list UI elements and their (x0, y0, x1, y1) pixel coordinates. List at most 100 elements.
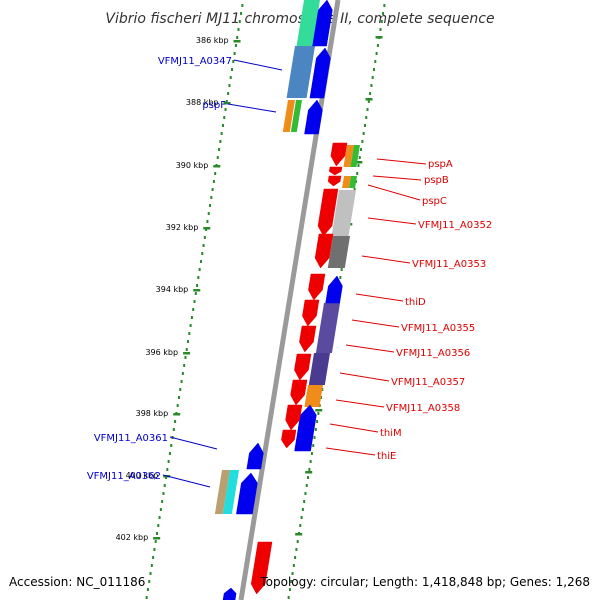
kbp-label: 402 kbp (116, 533, 149, 542)
scale-dot-right (307, 476, 310, 479)
scale-dot-right (288, 588, 291, 591)
kbp-tick (153, 537, 161, 540)
kbp-label: 392 kbp (166, 223, 199, 232)
scale-dot-right (382, 12, 385, 15)
gene-label-thiD[interactable]: thiD (405, 297, 426, 308)
scale-dot-left (163, 484, 166, 487)
scale-dot-right (374, 60, 377, 63)
reverse-gene-arrow (302, 299, 320, 327)
scale-dot-right (373, 68, 376, 71)
gene-label-VFMJ11_A0357[interactable]: VFMJ11_A0357 (391, 377, 465, 388)
scale-dot-right (369, 92, 372, 95)
reverse-gene-arrow (281, 429, 297, 449)
scale-dot-left (210, 196, 213, 199)
gene-label-VFMJ11_A0352[interactable]: VFMJ11_A0352 (418, 220, 492, 231)
gene-label-VFMJ11_A0361[interactable]: VFMJ11_A0361 (94, 433, 168, 444)
scale-dot-left (221, 124, 224, 127)
scale-dot-right (312, 444, 315, 447)
scale-dot-left (146, 588, 149, 591)
kbp-label: 388 kbp (186, 98, 219, 107)
scale-dot-left (233, 52, 236, 55)
kbp-tick (233, 40, 241, 43)
scale-dot-left (161, 500, 164, 503)
scale-dot-right (370, 84, 373, 87)
gene-label-pspA[interactable]: pspA (428, 159, 453, 170)
kbp-tick (193, 289, 201, 292)
feature-bar (304, 385, 323, 407)
scale-dot-left (231, 68, 234, 71)
scale-dot-right (360, 148, 363, 151)
scale-dot-right (317, 412, 320, 415)
kbp-tick (295, 533, 303, 536)
leader-line (162, 474, 211, 488)
forward-gene-arrow (294, 404, 317, 452)
scale-dots (145, 4, 386, 599)
leader-line (227, 103, 277, 113)
scale-dot-right (363, 124, 366, 127)
scale-dot-left (167, 460, 170, 463)
gene-arrows (222, 0, 348, 600)
kbp-tick (203, 227, 211, 230)
scale-dot-left (207, 212, 210, 215)
gene-label-pspB[interactable]: pspB (424, 175, 449, 186)
scale-dot-right (383, 4, 386, 7)
leader-line (233, 59, 283, 71)
scale-dot-left (229, 76, 232, 79)
gene-label-thiM[interactable]: thiM (380, 428, 402, 439)
forward-gene-arrow (325, 275, 343, 304)
scale-dot-right (357, 164, 360, 167)
scale-dot-left (216, 156, 219, 159)
gene-label-VFMJ11_A0355[interactable]: VFMJ11_A0355 (401, 323, 475, 334)
kbp-tick (183, 352, 191, 355)
feature-bar (331, 190, 356, 238)
gene-label-thiE[interactable]: thiE (377, 451, 396, 462)
scale-dot-left (196, 284, 199, 287)
leader-line (339, 372, 390, 382)
reverse-gene-arrow (314, 233, 334, 269)
scale-dot-right (361, 140, 364, 143)
scale-dot-right (291, 572, 294, 575)
gene-label-pspC[interactable]: pspC (422, 196, 447, 207)
scale-dot-right (301, 508, 304, 511)
scale-dot-left (185, 348, 188, 351)
kbp-tick (173, 413, 181, 416)
gene-label-VFMJ11_A0353[interactable]: VFMJ11_A0353 (412, 259, 486, 270)
feature-bar (343, 145, 354, 167)
scale-dot-left (214, 172, 217, 175)
reverse-gene-arrow (329, 166, 343, 176)
scale-dot-left (188, 332, 191, 335)
scale-dot-right (290, 580, 293, 583)
scale-dot-right (300, 516, 303, 519)
scale-dot-left (166, 468, 169, 471)
kbp-label: 390 kbp (176, 161, 209, 170)
scale-dot-right (299, 524, 302, 527)
scale-dot-right (340, 268, 343, 271)
gene-label-pspF[interactable]: pspF (202, 100, 226, 111)
scale-dot-left (154, 540, 157, 543)
feature-bar (286, 46, 315, 98)
scale-dot-left (232, 60, 235, 63)
gene-label-VFMJ11_A0356[interactable]: VFMJ11_A0356 (396, 348, 470, 359)
scale-dot-left (209, 204, 212, 207)
scale-dot-left (192, 308, 195, 311)
gene-label-VFMJ11_A0358[interactable]: VFMJ11_A0358 (386, 403, 460, 414)
scale-dot-right (339, 276, 342, 279)
scale-dot-left (155, 532, 158, 535)
kbp-tick (365, 98, 373, 101)
scale-dot-left (180, 380, 183, 383)
leader-line (325, 447, 376, 456)
scale-dot-left (168, 452, 171, 455)
scale-dot-right (309, 460, 312, 463)
scale-dot-left (228, 84, 231, 87)
scale-dot-left (150, 564, 153, 567)
gene-labels: VFMJ11_A0347 pspF VFMJ11_A0361 VFMJ11_A0… (87, 56, 492, 482)
kbp-label: 400 kbp (126, 471, 159, 480)
gene-label-VFMJ11_A0362[interactable]: VFMJ11_A0362 (87, 471, 161, 482)
scale-dot-right (379, 28, 382, 31)
reverse-gene-arrow (327, 175, 342, 187)
leader-line (367, 184, 421, 201)
feature-bar (308, 353, 330, 385)
gene-label-VFMJ11_A0347[interactable]: VFMJ11_A0347 (158, 56, 232, 67)
leader-line (372, 175, 422, 181)
scale-dot-right (358, 156, 361, 159)
